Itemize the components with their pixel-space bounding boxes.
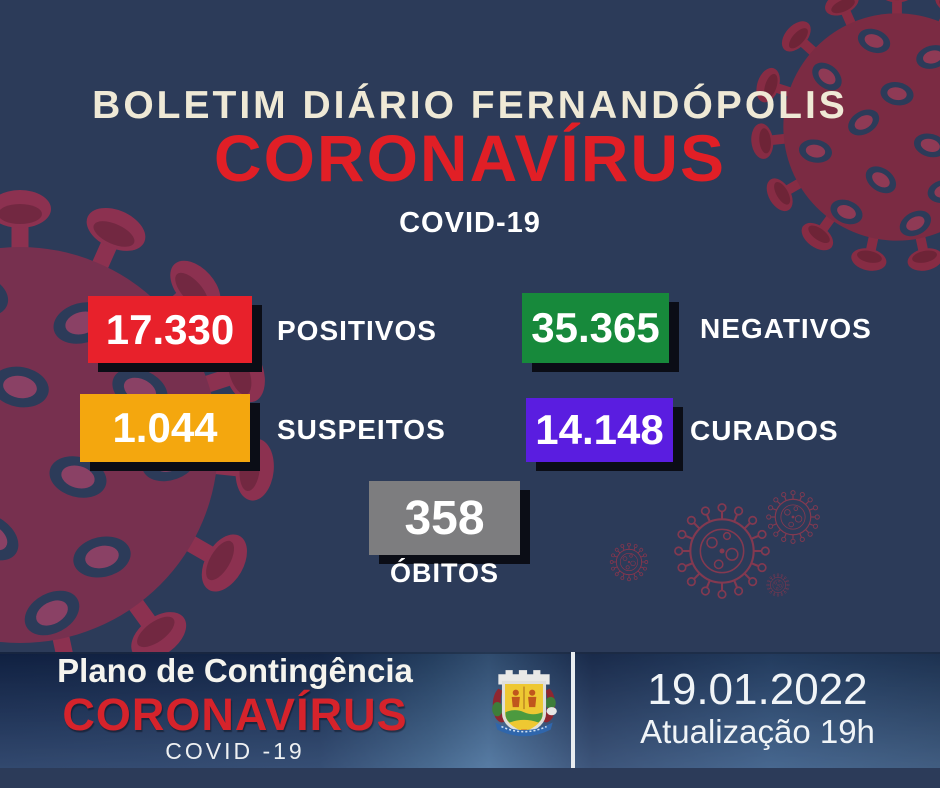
stat-value-obitos: 358 — [404, 491, 485, 545]
footer-banner — [0, 652, 940, 768]
stat-box-negativos: 35.365 — [522, 293, 669, 363]
stat-value-negativos: 35.365 — [531, 304, 660, 351]
coronavirus-outline-icon-medium — [672, 501, 772, 601]
coronavirus-outline-icon-left-small — [609, 542, 649, 582]
stat-label-negativos: NEGATIVOS — [700, 313, 872, 344]
footer-divider-line — [571, 652, 575, 768]
update-time: Atualização 19h — [640, 713, 875, 751]
page-subtitle: COVID-19 — [399, 207, 541, 239]
contingency-plan-block: Plano de Contingência CORONAVÍRUS COVID … — [0, 652, 470, 764]
coronavirus-outline-icon-tiny — [766, 573, 790, 597]
stat-box-positivos: 17.330 — [88, 296, 252, 363]
plan-subtitle: COVID -19 — [165, 737, 305, 764]
stat-value-curados: 14.148 — [535, 406, 664, 453]
plan-main-title: CORONAVÍRUS — [62, 688, 408, 740]
stat-box-obitos: 358 — [369, 481, 520, 555]
stat-value-suspeitos: 1.044 — [112, 404, 218, 451]
stat-label-positivos: POSITIVOS — [277, 315, 437, 346]
stat-value-positivos: 17.330 — [105, 305, 235, 353]
page-title: CORONAVÍRUS — [213, 121, 727, 195]
stat-box-suspeitos: 1.044 — [80, 394, 250, 462]
bulletin-kicker: BOLETIM DIÁRIO FERNANDÓPOLIS — [92, 84, 848, 127]
plan-title: Plano de Contingência — [57, 652, 413, 689]
date-block: 19.01.2022 Atualização 19h — [585, 665, 930, 751]
stat-label-curados: CURADOS — [690, 415, 839, 446]
bulletin-date: 19.01.2022 — [647, 665, 868, 714]
stat-label-suspeitos: SUSPEITOS — [277, 414, 446, 445]
stat-box-curados: 14.148 — [526, 398, 673, 462]
city-coat-of-arms-icon — [492, 670, 557, 737]
coronavirus-outline-icon-small — [765, 489, 821, 545]
stat-label-obitos: ÓBITOS — [389, 558, 500, 588]
